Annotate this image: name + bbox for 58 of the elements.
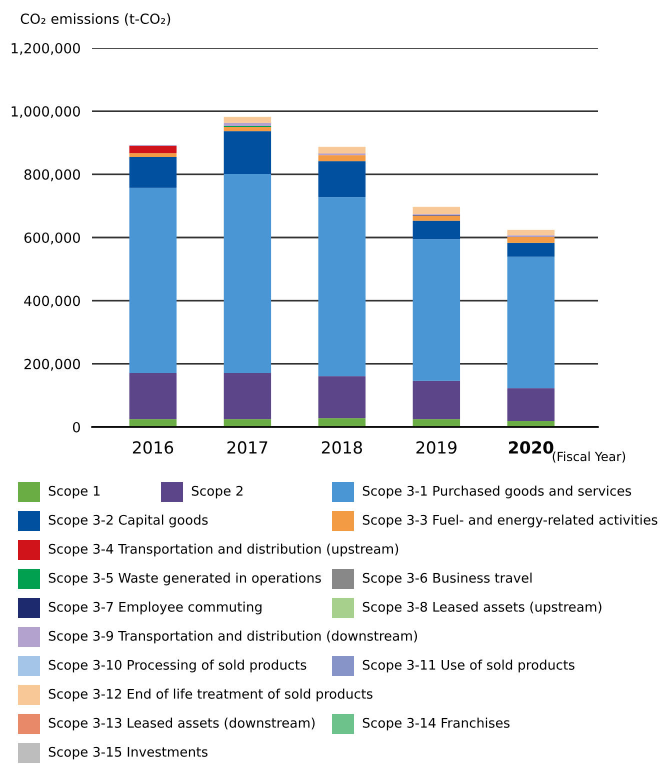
legend-label: Scope 3-14 Franchises [362,718,510,730]
y-tick-label: 1,000,000 [12,106,80,118]
bar [507,236,555,243]
y-tick-label: 400,000 [24,296,80,308]
x-tick-label: 2016 [132,441,174,454]
x-tick-label: 2019 [416,441,456,454]
legend-label: Scope 3-3 Fuel- and energy-related activities [362,514,658,528]
bar [129,156,177,188]
legend-label: Scope 3-4 Transportation and distribution (upstream) [48,544,398,556]
legend-label: Scope 3-12 End of life treatment of sold products [48,688,372,702]
bar [224,131,272,174]
bar [507,256,555,388]
bar [507,242,555,257]
legend-label: Scope 3-11 Use of sold products [362,660,574,672]
x-axis-title: (Fiscal Year) [552,452,626,463]
legend-label: Scope 3-10 Processing of sold products [48,660,306,672]
bar [412,239,460,381]
bar [412,216,460,221]
y-tick-label: 1,200,000 [12,42,80,55]
bar [318,155,366,162]
legend-label: Scope 3-8 Leased assets (upstream) [362,602,602,614]
legend-label: Scope 3-6 Business travel [362,572,532,586]
bar [507,230,555,236]
legend-label: Scope 2 [192,486,242,498]
legend-label: Scope 3-1 Purchased goods and services [362,486,632,498]
x-tick-label: 2018 [322,441,362,454]
y-tick-label: 800,000 [24,169,80,182]
bar [318,376,366,418]
legend-label: Scope 3-13 Leased assets (downstream) [48,718,315,730]
y-tick-label: 600,000 [24,232,80,244]
legend-label: Scope 3-7 Employee commuting [48,602,262,614]
bar [129,188,177,373]
legend-label: Scope 3-2 Capital goods [48,514,208,528]
bar [129,146,177,154]
bar [318,197,366,376]
bar [318,161,366,198]
bar [318,146,366,154]
bar [224,116,272,123]
bar [224,122,272,126]
bar [412,206,460,214]
bar [224,174,272,373]
legend-label: Scope 3-15 Investments [48,746,208,760]
bar [412,380,460,420]
x-tick-label: 2020 [509,441,554,454]
y-tick-label: 0 [72,422,80,432]
bar [507,388,555,421]
bar [129,153,177,157]
bar [318,418,366,427]
bar [412,220,460,240]
legend-label: Scope 1 [48,486,100,498]
legend-label: Scope 3-5 Waste generated in operations [48,572,321,586]
y-axis-title: CO₂ emissions (t-CO₂) [20,13,170,26]
y-tick-label: 200,000 [24,358,80,371]
x-tick-label: 2017 [227,441,268,454]
bar [129,372,177,420]
legend-label: Scope 3-9 Transportation and distribution (downstream) [48,630,417,644]
bar [224,372,272,420]
bar [224,126,272,132]
